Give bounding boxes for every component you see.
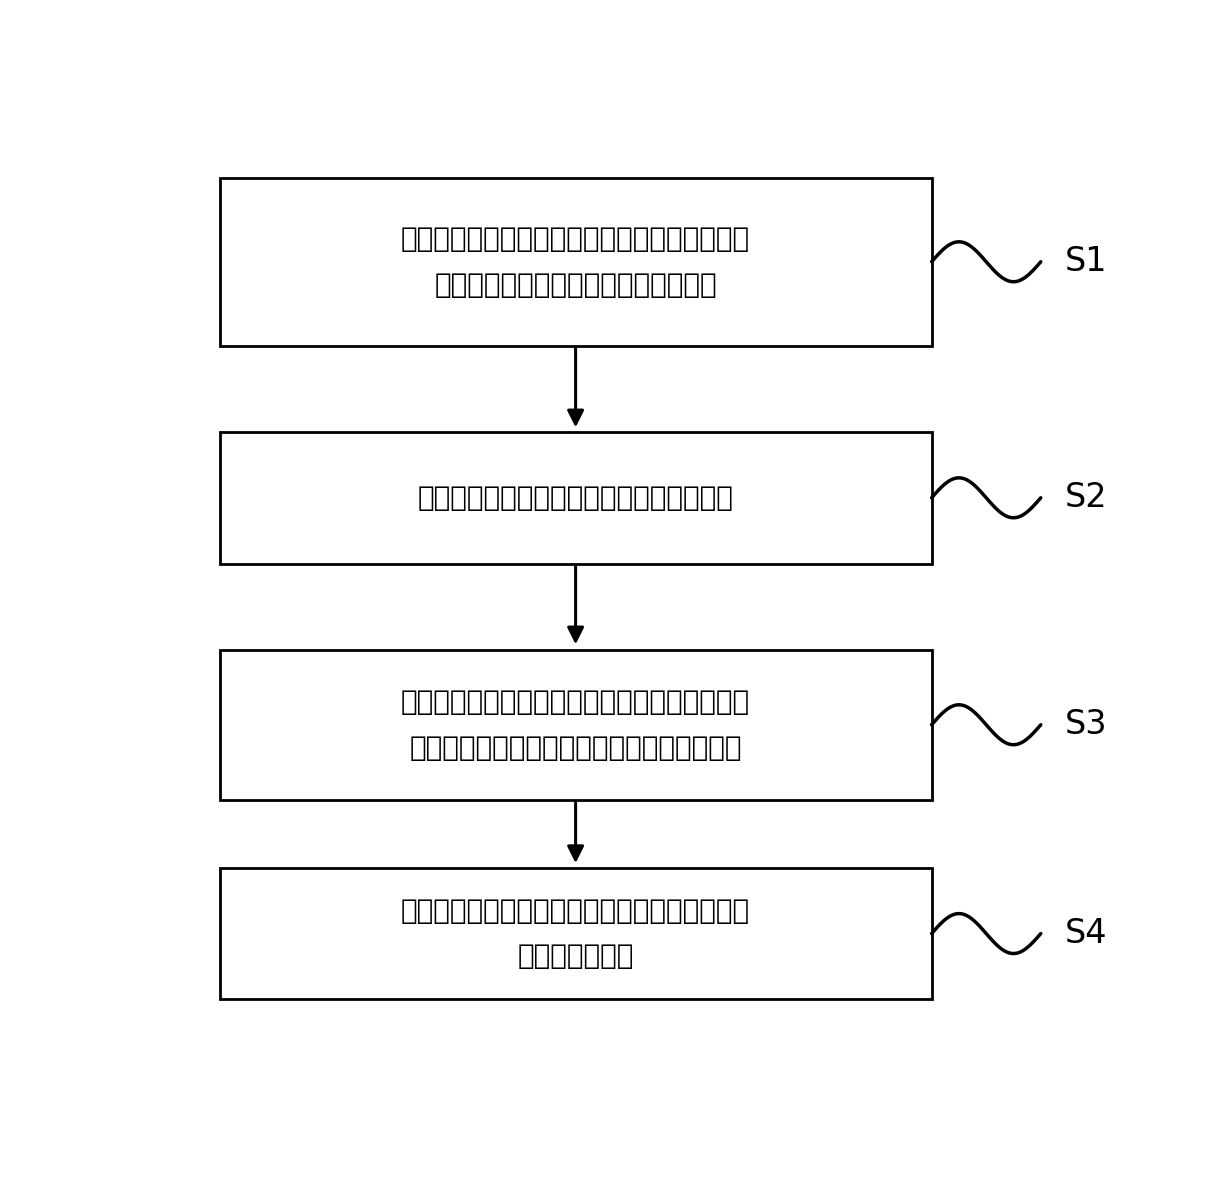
Text: S2: S2: [1065, 481, 1107, 514]
Text: 淘汰所述权重矩阵的部分调控基因并构建基因间
的基因调控网络: 淘汰所述权重矩阵的部分调控基因并构建基因间 的基因调控网络: [401, 897, 750, 970]
FancyBboxPatch shape: [219, 650, 932, 799]
Text: S1: S1: [1065, 245, 1107, 278]
Text: 读取基因表达数据，并确定出所述基因表达数据
中的每个基因的靶基因以及对应控基因: 读取基因表达数据，并确定出所述基因表达数据 中的每个基因的靶基因以及对应控基因: [401, 225, 750, 298]
Text: S4: S4: [1065, 916, 1107, 949]
Text: S3: S3: [1065, 707, 1107, 740]
FancyBboxPatch shape: [219, 868, 932, 1000]
Text: 分别建立所述基因表达数据的稀疏回归模型: 分别建立所述基因表达数据的稀疏回归模型: [418, 483, 734, 512]
Text: 根据所述稀疏回归模型获取每个调控基因的权重
和外部噪声，并建立所有调控基因的权重矩阵: 根据所述稀疏回归模型获取每个调控基因的权重 和外部噪声，并建立所有调控基因的权重…: [401, 689, 750, 762]
FancyBboxPatch shape: [219, 432, 932, 564]
FancyBboxPatch shape: [219, 178, 932, 345]
